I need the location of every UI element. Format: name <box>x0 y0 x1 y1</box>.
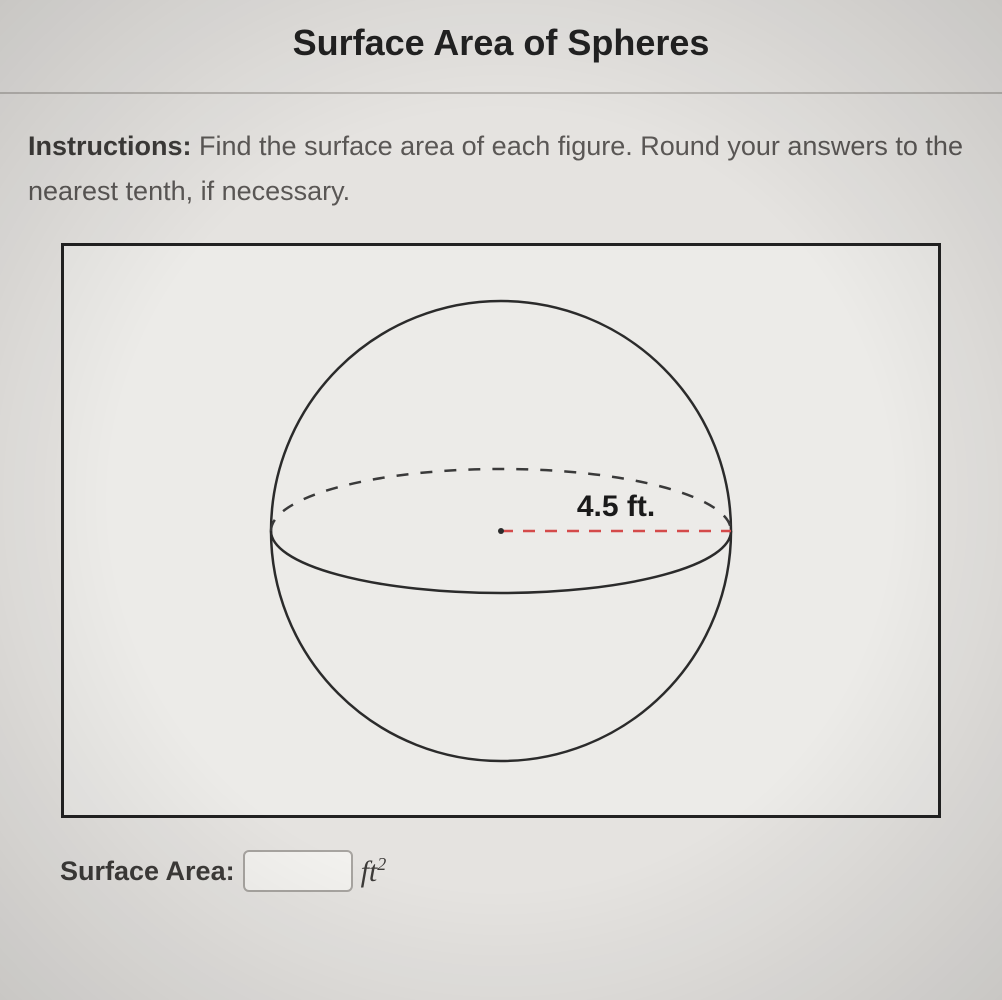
sphere-svg: 4.5 ft. <box>221 266 781 796</box>
center-dot <box>498 528 504 534</box>
sphere-figure: 4.5 ft. <box>61 243 941 818</box>
equator-front <box>271 531 731 593</box>
instructions-label: Instructions: <box>28 131 192 161</box>
title-wrap: Surface Area of Spheres <box>0 0 1002 92</box>
answer-label: Surface Area: <box>60 856 235 887</box>
page-title: Surface Area of Spheres <box>0 22 1002 64</box>
radius-label: 4.5 ft. <box>577 490 655 523</box>
surface-area-input[interactable] <box>243 850 353 892</box>
unit-label: ft2 <box>361 854 387 889</box>
figure-wrap: 4.5 ft. <box>0 243 1002 818</box>
worksheet-page: Surface Area of Spheres Instructions: Fi… <box>0 0 1002 1000</box>
divider <box>0 92 1002 94</box>
equator-back <box>271 469 731 531</box>
answer-row: Surface Area: ft2 <box>0 818 1002 892</box>
instructions: Instructions: Find the surface area of e… <box>0 124 1002 243</box>
